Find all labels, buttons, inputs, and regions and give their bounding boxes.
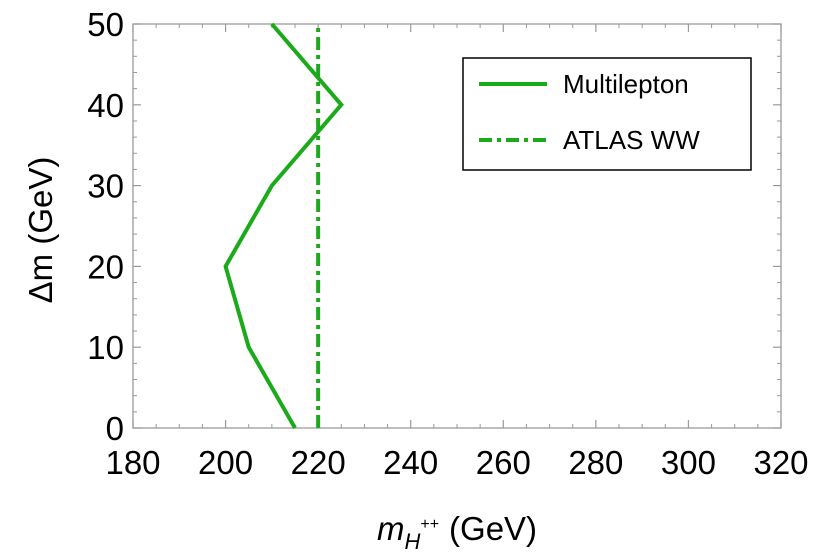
x-tick-label: 300 [661,444,716,481]
x-tick-labels: 180 200 220 240 260 280 300 320 [105,444,808,481]
x-axis-label: mH++ (GeV) [377,510,537,554]
x-axis-label-main: m [377,510,405,547]
x-axis-label-unit: (GeV) [449,510,537,547]
minor-ticks [133,24,781,428]
legend-label-atlas-ww: ATLAS WW [563,125,700,155]
y-tick-label: 20 [87,248,124,285]
series-layer [223,22,344,429]
y-tick-label: 40 [87,87,124,124]
y-axis-label: Δm (GeV) [22,157,59,304]
x-tick-label: 260 [476,444,531,481]
y-tick-label: 10 [87,329,124,366]
y-tick-label: 30 [87,168,124,205]
x-tick-label: 180 [105,444,160,481]
series-line-multilepton [223,22,344,429]
x-tick-label: 280 [568,444,623,481]
legend-label-multilepton: Multilepton [563,69,689,99]
x-axis-label-sub: H [404,529,420,554]
x-tick-label: 320 [753,444,808,481]
x-tick-label: 240 [383,444,438,481]
x-axis-label-sup: ++ [420,516,439,533]
y-tick-labels: 0 10 20 30 40 50 [87,6,124,447]
legend-box [462,57,752,171]
y-tick-label: 0 [106,410,124,447]
x-tick-label: 220 [291,444,346,481]
legend: Multilepton ATLAS WW [462,57,752,171]
x-tick-label: 200 [198,444,253,481]
y-tick-label: 50 [87,6,124,43]
